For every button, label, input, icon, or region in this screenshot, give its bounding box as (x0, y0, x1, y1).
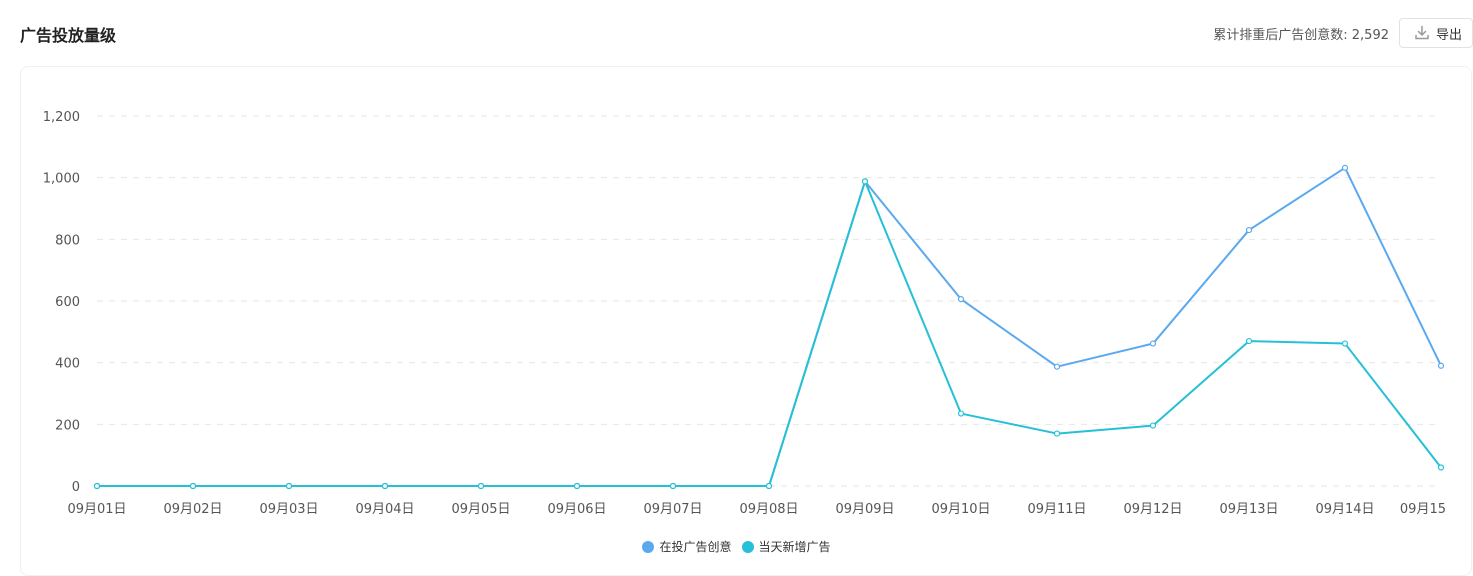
x-axis-ticks: 09月01日 09月02日 09月03日 09月04日 09月05日 09月06日 09月0… (67, 502, 1446, 517)
series-line-2 (97, 180, 1442, 487)
legend-item[interactable]: 当天新增广告 (741, 538, 831, 555)
data-point[interactable] (1437, 362, 1445, 369)
grid-lines (97, 115, 1441, 487)
legend-label: 在投广告创意 (659, 540, 732, 554)
x-tick-label: 09月01日 (67, 502, 126, 517)
x-tick-label: 09月04日 (355, 502, 414, 517)
data-point[interactable] (189, 482, 197, 490)
y-tick-label: 800 (55, 233, 80, 248)
data-point[interactable] (957, 296, 965, 303)
data-point[interactable] (285, 482, 293, 490)
y-axis-ticks: 0 200 400 600 800 1,000 1,200 (43, 110, 80, 495)
x-tick-label: 09月02日 (163, 502, 222, 517)
data-point[interactable] (765, 482, 773, 490)
chart-card (20, 66, 1472, 576)
data-point[interactable] (573, 482, 581, 490)
data-point[interactable] (1341, 164, 1349, 171)
total-count: 累计排重后广告创意数: 2,592 (1213, 24, 1389, 43)
data-point[interactable] (861, 178, 869, 185)
y-tick-label: 1,200 (43, 110, 80, 125)
legend-dot (741, 540, 754, 553)
chart-legend: 在投广告创意 当天新增广告 (0, 538, 1473, 555)
x-tick-label: 09月13日 (1219, 502, 1278, 517)
x-tick-label: 09月10日 (931, 502, 990, 517)
export-button[interactable]: 导出 (1398, 18, 1473, 48)
data-point[interactable] (1149, 340, 1157, 347)
x-tick-label: 09月06日 (547, 502, 606, 517)
page-title: 广告投放量级 (20, 26, 117, 45)
data-point[interactable] (1149, 422, 1157, 429)
data-point[interactable] (1053, 363, 1061, 370)
data-point[interactable] (1245, 337, 1253, 345)
export-label: 导出 (1435, 27, 1462, 43)
data-point[interactable] (381, 482, 389, 490)
x-tick-label: 09月03日 (259, 502, 318, 517)
y-tick-label: 200 (55, 418, 80, 433)
download-icon (1415, 25, 1429, 40)
x-tick-label: 09月07日 (643, 502, 702, 517)
legend-item[interactable]: 在投广告创意 (642, 538, 732, 555)
legend-dot (642, 540, 655, 553)
data-point[interactable] (477, 482, 485, 490)
data-point[interactable] (1053, 430, 1061, 437)
series-line-1 (97, 166, 1442, 487)
y-tick-label: 400 (55, 357, 80, 372)
y-tick-label: 1,000 (43, 172, 80, 187)
x-tick-label: 09月14日 (1315, 502, 1374, 517)
data-point[interactable] (1245, 226, 1253, 234)
series-lines (93, 164, 1445, 490)
x-tick-label: 09月05日 (451, 502, 510, 517)
x-tick-label: 09月08日 (739, 502, 798, 517)
header-actions: 累计排重后广告创意数: 2,592 导出 (1213, 18, 1473, 48)
total-count-label: 累计排重后广告创意数: (1213, 27, 1348, 43)
x-tick-label: 09月12日 (1123, 502, 1182, 517)
x-tick-label: 09月15 (1400, 502, 1446, 517)
legend-label: 当天新增广告 (758, 540, 831, 554)
x-tick-label: 09月11日 (1027, 502, 1086, 517)
y-tick-label: 0 (72, 480, 80, 495)
data-point[interactable] (669, 482, 677, 490)
data-point[interactable] (1437, 464, 1445, 471)
y-tick-label: 600 (55, 295, 80, 310)
total-count-value: 2,592 (1351, 27, 1389, 43)
data-point[interactable] (957, 410, 965, 417)
data-point[interactable] (93, 482, 101, 490)
data-point[interactable] (1341, 340, 1349, 347)
x-tick-label: 09月09日 (835, 502, 894, 517)
